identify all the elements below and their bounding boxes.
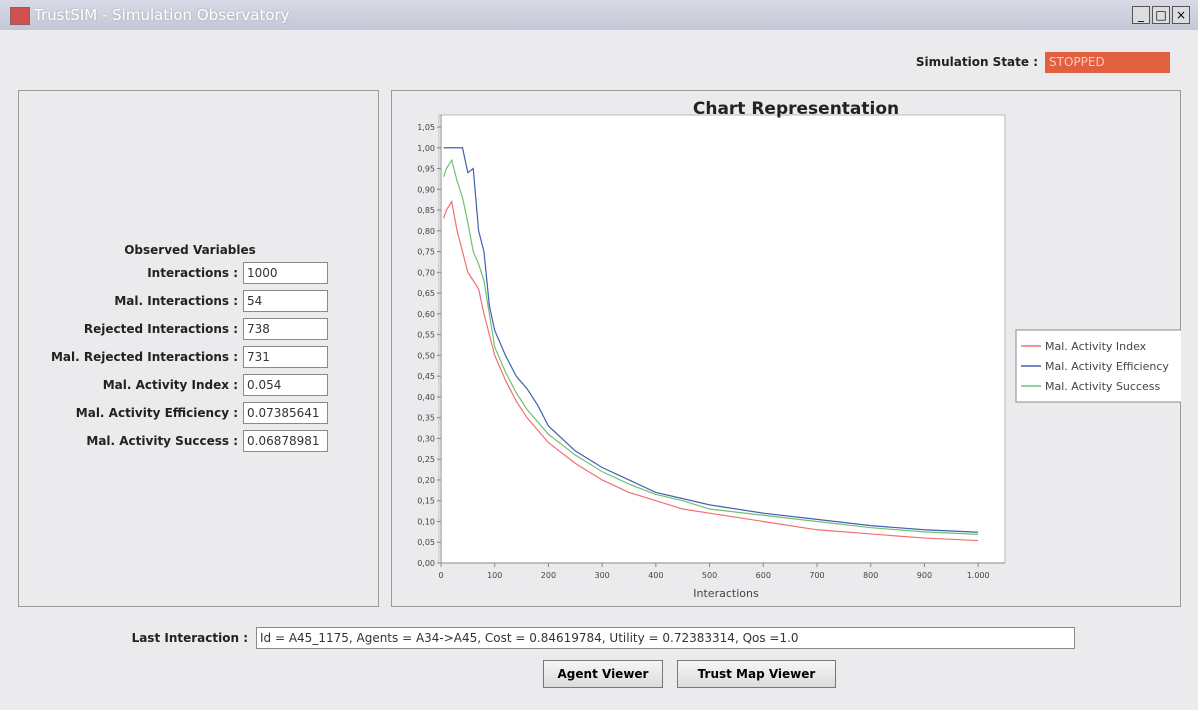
- x-tick-label: 100: [487, 571, 502, 580]
- variable-field[interactable]: 731: [243, 346, 328, 368]
- variable-label: Rejected Interactions :: [83, 322, 238, 336]
- y-tick-label: 1,05: [417, 123, 435, 132]
- y-tick-label: 0,15: [417, 497, 435, 506]
- minimize-button[interactable]: _: [1132, 6, 1150, 24]
- variable-field[interactable]: 738: [243, 318, 328, 340]
- x-tick-label: 1.000: [967, 571, 990, 580]
- y-tick-label: 0,00: [417, 559, 435, 568]
- x-tick-label: 600: [756, 571, 771, 580]
- chart-title: Chart Representation: [693, 99, 899, 119]
- agent-viewer-button[interactable]: Agent Viewer: [543, 660, 663, 688]
- y-tick-label: 0,95: [417, 165, 435, 174]
- y-tick-label: 0,90: [417, 185, 435, 194]
- legend-box: [1015, 329, 1181, 403]
- variables-title: Observed Variables: [124, 243, 256, 257]
- y-tick-label: 0,25: [417, 455, 435, 464]
- state-value: STOPPED: [1045, 52, 1170, 73]
- x-tick-label: 500: [702, 571, 717, 580]
- title-bar: [0, 0, 1198, 30]
- variable-field[interactable]: 1000: [243, 262, 328, 284]
- y-tick-label: 0,75: [417, 248, 435, 257]
- series-line: [443, 200, 979, 542]
- chart: Chart Representation Interactions 0,00 0,05…: [417, 99, 1181, 600]
- y-tick-label: 0,35: [417, 414, 435, 423]
- variable-field[interactable]: 54: [243, 290, 328, 312]
- x-tick-label: 400: [648, 571, 663, 580]
- y-tick-label: 0,55: [417, 331, 435, 340]
- x-tick-label: 300: [595, 571, 610, 580]
- variable-label: Mal. Interactions :: [114, 294, 238, 308]
- x-tick-label: 700: [809, 571, 824, 580]
- last-interaction-label: Last Interaction :: [131, 631, 248, 645]
- y-tick-label: 0,65: [417, 289, 435, 298]
- y-tick-label: 0,30: [417, 434, 435, 443]
- variable-label: Interactions :: [147, 266, 238, 280]
- variable-field[interactable]: 0.06878981: [243, 430, 328, 452]
- y-tick-label: 1,00: [417, 144, 435, 153]
- variable-field[interactable]: 0.07385641: [243, 402, 328, 424]
- variable-label: Mal. Rejected Interactions :: [50, 350, 238, 364]
- last-interaction-field[interactable]: Id = A45_1175, Agents = A34->A45, Cost =…: [256, 627, 1075, 649]
- y-tick-label: 0,45: [417, 372, 435, 381]
- x-tick-label: 0: [438, 571, 443, 580]
- variable-label: Mal. Activity Index :: [102, 378, 238, 392]
- state-label: Simulation State :: [915, 55, 1038, 69]
- y-tick-label: 0,70: [417, 268, 435, 277]
- legend-label: Mal. Activity Efficiency: [1045, 360, 1169, 373]
- app-icon: [10, 7, 30, 25]
- x-tick-label: 900: [917, 571, 932, 580]
- y-tick-label: 0,10: [417, 517, 435, 526]
- legend-label: Mal. Activity Success: [1045, 380, 1160, 393]
- variable-label: Mal. Activity Efficiency :: [75, 406, 238, 420]
- x-axis-label: Interactions: [693, 587, 759, 600]
- variable-field[interactable]: 0.054: [243, 374, 328, 396]
- y-tick-label: 0,50: [417, 351, 435, 360]
- series-line: [443, 147, 979, 533]
- variable-label: Mal. Activity Success :: [86, 434, 238, 448]
- y-tick-label: 0,20: [417, 476, 435, 485]
- close-button[interactable]: ×: [1172, 6, 1190, 24]
- legend-label: Mal. Activity Index: [1045, 340, 1147, 353]
- maximize-button[interactable]: □: [1152, 6, 1170, 24]
- x-tick-label: 800: [863, 571, 878, 580]
- series-line: [443, 158, 979, 535]
- y-tick-label: 0,80: [417, 227, 435, 236]
- trust-map-viewer-button[interactable]: Trust Map Viewer: [677, 660, 836, 688]
- plot-area: [438, 114, 1006, 564]
- y-tick-label: 0,60: [417, 310, 435, 319]
- x-tick-label: 200: [541, 571, 556, 580]
- y-tick-label: 0,05: [417, 538, 435, 547]
- y-tick-label: 0,85: [417, 206, 435, 215]
- window-title: TrustSIM - Simulation Observatory: [34, 6, 290, 24]
- variables-panel: [18, 90, 379, 607]
- y-tick-label: 0,40: [417, 393, 435, 402]
